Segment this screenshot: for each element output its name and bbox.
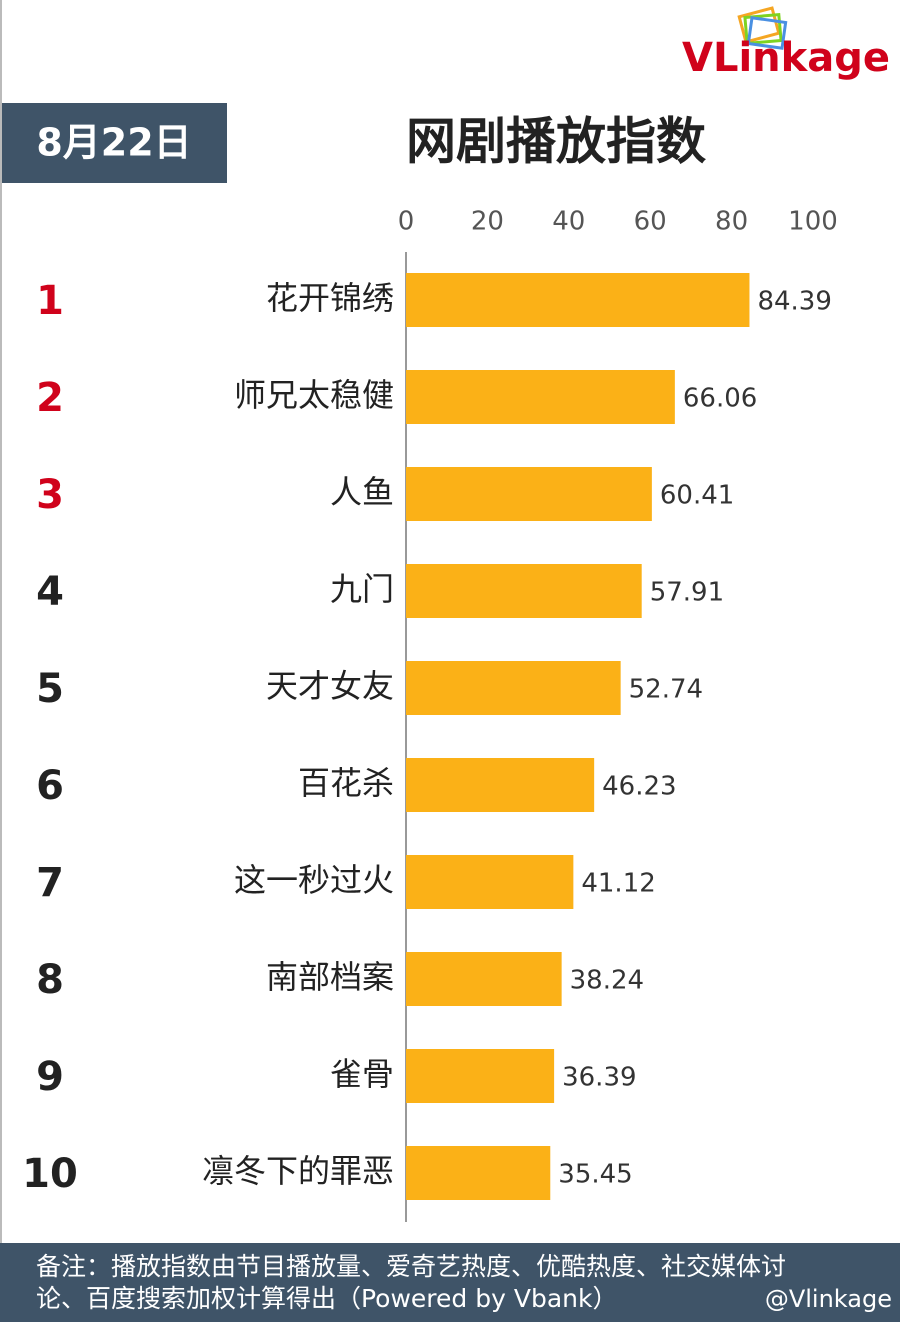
rank: 5 <box>36 666 64 712</box>
x-tick-label: 60 <box>634 207 667 237</box>
value-label: 52.74 <box>629 675 703 705</box>
bar <box>406 855 574 909</box>
bar <box>406 273 750 327</box>
bar <box>406 1049 555 1103</box>
bar <box>406 370 675 424</box>
category-label: 花开锦绣 <box>266 279 394 317</box>
rank: 2 <box>36 375 64 421</box>
rank: 7 <box>36 860 64 906</box>
rank: 10 <box>22 1151 78 1197</box>
x-tick-label: 80 <box>715 207 748 237</box>
rank: 4 <box>36 569 64 615</box>
bar <box>406 661 621 715</box>
category-label: 百花杀 <box>298 764 394 802</box>
value-label: 84.39 <box>757 287 831 317</box>
footer-note: 备注：播放指数由节目播放量、爱奇艺热度、优酷热度、社交媒体讨 <box>36 1252 786 1281</box>
footer-bar <box>0 1243 900 1322</box>
bar <box>406 1146 551 1200</box>
x-tick-label: 20 <box>471 207 504 237</box>
value-label: 36.39 <box>562 1063 636 1093</box>
value-label: 60.41 <box>660 481 734 511</box>
category-label: 天才女友 <box>266 667 394 705</box>
bar <box>406 564 642 618</box>
category-label: 九门 <box>330 570 394 608</box>
bar <box>406 758 595 812</box>
category-label: 南部档案 <box>266 958 394 996</box>
value-label: 41.12 <box>581 869 655 899</box>
chart-title: 网剧播放指数 <box>406 113 706 171</box>
footer-note: 论、百度搜索加权计算得出（Powered by Vbank） <box>36 1284 617 1313</box>
category-label: 这一秒过火 <box>234 861 394 899</box>
rank: 6 <box>36 763 64 809</box>
category-label: 人鱼 <box>330 473 394 511</box>
bar <box>406 952 562 1006</box>
value-label: 57.91 <box>650 578 724 608</box>
value-label: 46.23 <box>602 772 676 802</box>
value-label: 35.45 <box>558 1160 632 1190</box>
value-label: 38.24 <box>570 966 644 996</box>
category-label: 师兄太稳健 <box>234 376 394 414</box>
date-box <box>2 103 227 183</box>
x-tick-label: 40 <box>552 207 585 237</box>
x-tick-label: 0 <box>398 207 415 237</box>
rank: 1 <box>36 278 64 324</box>
rank: 3 <box>36 472 64 518</box>
bar <box>406 467 652 521</box>
rank: 8 <box>36 957 64 1003</box>
category-label: 雀骨 <box>330 1055 394 1093</box>
logo-icon <box>737 6 788 50</box>
value-label: 66.06 <box>683 384 757 414</box>
date: 8月22日 <box>36 121 191 165</box>
logo: VLinkage <box>682 35 890 81</box>
rank: 9 <box>36 1054 64 1100</box>
x-tick-label: 100 <box>788 207 838 237</box>
category-label: 凛冬下的罪恶 <box>202 1152 394 1190</box>
watermark: @Vlinkage <box>765 1285 892 1313</box>
